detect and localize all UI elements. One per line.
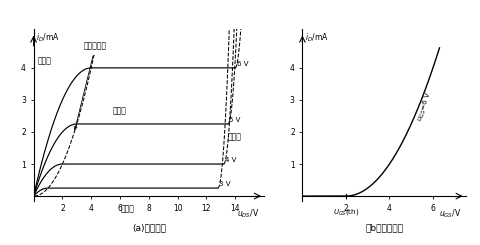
Text: 4 V: 4 V: [225, 157, 237, 163]
Text: 击穿区: 击穿区: [228, 132, 242, 141]
Text: $u_{GS}$/V: $u_{GS}$/V: [439, 207, 461, 220]
Text: $i_D$/mA: $i_D$/mA: [305, 31, 328, 44]
Text: （b）转移特性: （b）转移特性: [365, 223, 403, 232]
Text: 3 V: 3 V: [219, 181, 231, 187]
Text: 变阻区: 变阻区: [37, 57, 51, 66]
Text: $u_{DS}$/V: $u_{DS}$/V: [238, 207, 260, 220]
Text: 顶夹断轨迹: 顶夹断轨迹: [74, 41, 107, 130]
Text: $u_{GS}$=6 V: $u_{GS}$=6 V: [416, 90, 435, 122]
Text: 5 V: 5 V: [229, 117, 241, 123]
Text: 恒流区: 恒流区: [113, 107, 127, 116]
Text: $i_D$/mA: $i_D$/mA: [36, 31, 60, 44]
Text: (a)输出特性: (a)输出特性: [132, 223, 166, 232]
Text: 夹断区: 夹断区: [120, 204, 134, 213]
Text: $U_{GS}$(th): $U_{GS}$(th): [333, 207, 359, 217]
Text: 6 V: 6 V: [237, 61, 248, 67]
